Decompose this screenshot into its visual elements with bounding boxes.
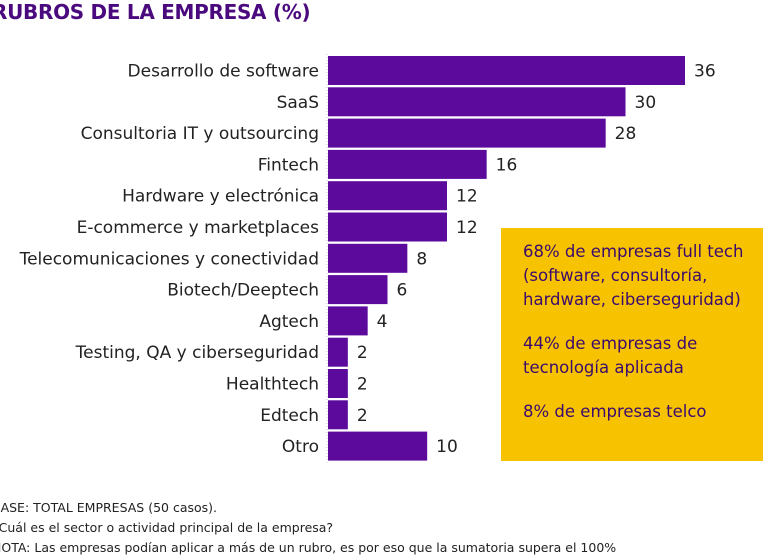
footnote-question: ¿Cuál es el sector o actividad principal… xyxy=(0,520,334,535)
bar xyxy=(328,337,348,367)
bar xyxy=(328,431,428,461)
data-label: 36 xyxy=(694,62,716,82)
bar xyxy=(328,369,348,398)
data-label: 16 xyxy=(496,155,518,175)
footnotes: BASE: TOTAL EMPRESAS (50 casos). ¿Cuál e… xyxy=(0,498,616,558)
category-label: E-commerce y marketplaces xyxy=(77,218,320,238)
chart-title: RUBROS DE LA EMPRESA (%) xyxy=(0,0,311,24)
category-label: Telecomunicaciones y conectividad xyxy=(19,249,319,269)
category-label: Consultoria IT y outsourcing xyxy=(81,124,319,144)
callout-line-applied-tech: 44% de empresas de tecnología aplicada xyxy=(523,334,698,377)
category-label: Hardware y electrónica xyxy=(122,187,319,207)
data-label: 2 xyxy=(357,343,368,363)
bar xyxy=(328,275,388,305)
data-label: 2 xyxy=(357,375,368,395)
footnote-base: BASE: TOTAL EMPRESAS (50 casos). xyxy=(0,500,218,515)
data-label: 12 xyxy=(456,187,478,207)
category-label: Fintech xyxy=(258,155,319,175)
bar xyxy=(328,87,626,117)
category-label: Agtech xyxy=(259,312,319,332)
data-label: 12 xyxy=(456,218,478,238)
data-label: 6 xyxy=(397,281,408,301)
category-label: Biotech/Deeptech xyxy=(167,281,319,301)
callout-line-full-tech: 68% de empresas full tech (software, con… xyxy=(523,242,744,309)
bar xyxy=(328,212,447,242)
bar xyxy=(328,149,487,179)
bar xyxy=(328,243,408,273)
data-label: 4 xyxy=(377,312,388,332)
bar xyxy=(328,118,606,148)
category-label: SaaS xyxy=(277,93,319,113)
category-label: Healthtech xyxy=(226,375,319,395)
bar xyxy=(328,181,447,211)
category-label: Testing, QA y ciberseguridad xyxy=(75,343,319,363)
data-label: 8 xyxy=(416,249,427,269)
bar xyxy=(328,306,368,336)
bar-chart: Desarrollo de software 36 SaaS 30 Consultori… xyxy=(19,54,716,463)
summary-callout: 68% de empresas full tech (software, con… xyxy=(501,228,763,461)
callout-line-telco: 8% de empresas telco xyxy=(523,402,707,421)
category-label: Otro xyxy=(282,437,319,457)
bar xyxy=(328,400,348,430)
category-label: Desarrollo de software xyxy=(128,62,319,82)
data-label: 30 xyxy=(635,93,657,113)
data-label: 2 xyxy=(357,406,368,426)
footnote-note: NOTA: Las empresas podían aplicar a más … xyxy=(0,540,617,555)
category-label: Edtech xyxy=(260,406,319,426)
bar xyxy=(328,56,685,85)
data-label: 28 xyxy=(615,124,637,144)
data-label: 10 xyxy=(436,437,458,457)
